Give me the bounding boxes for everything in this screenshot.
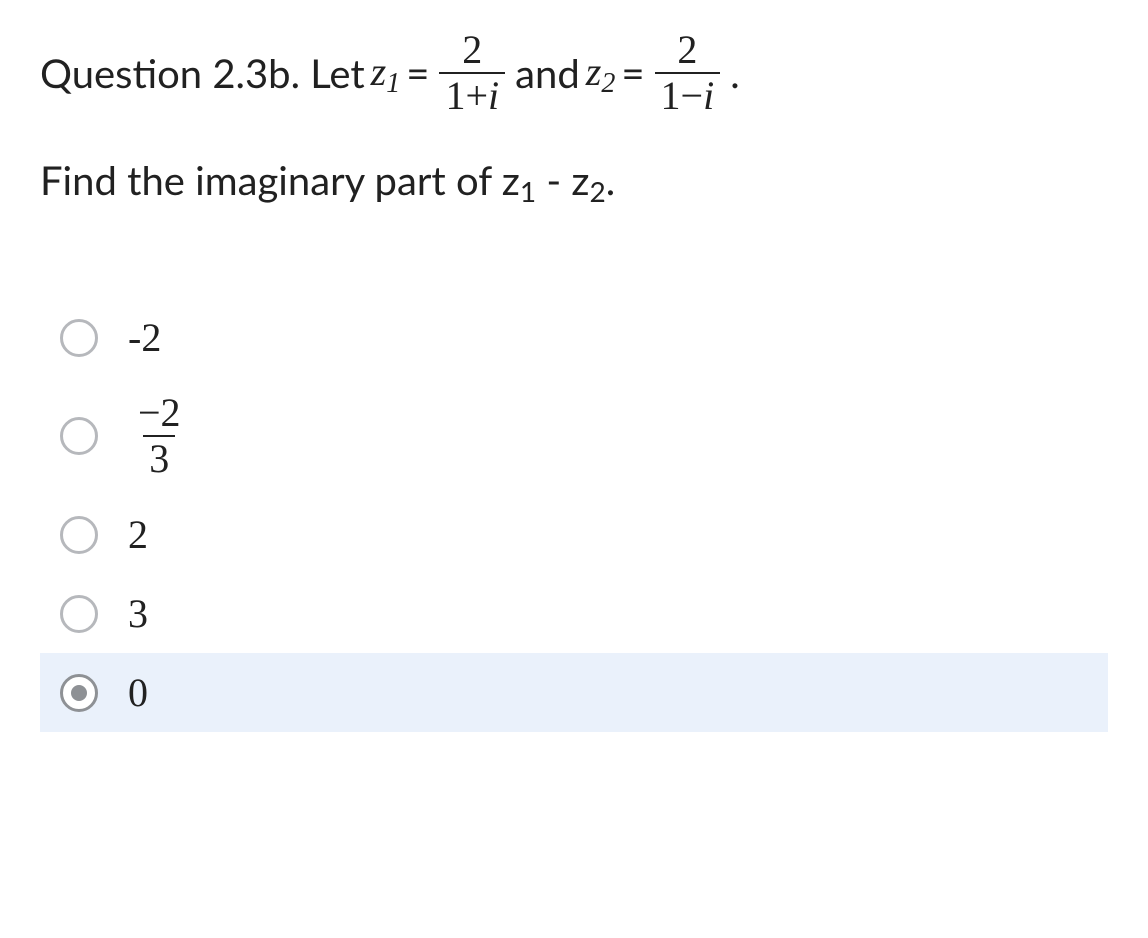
answer-option-2[interactable]: 2 [40,495,1108,574]
equals-1: = [406,41,429,105]
fraction-z2: 2 1−i [655,30,721,116]
radio-button[interactable] [60,516,98,554]
frac1-den: 1+i [439,72,505,116]
radio-button[interactable] [60,595,98,633]
question-prefix: Question 2.3b. Let [40,41,365,105]
answer-option-1[interactable]: −23 [40,377,1108,495]
option-label: −23 [128,393,191,479]
frac2-num: 2 [671,30,703,72]
z2-symbol: z2 [586,40,616,107]
option-fraction: −23 [132,393,187,479]
z1-symbol: z1 [371,40,401,107]
option-label: -2 [128,314,161,361]
option-label: 3 [128,590,148,637]
answer-option-3[interactable]: 3 [40,574,1108,653]
radio-button[interactable] [60,674,98,712]
answer-options: -2−23230 [40,298,1108,732]
option-label: 2 [128,511,148,558]
frac1-num: 2 [456,30,488,72]
question-statement: Question 2.3b. Let z1 = 2 1+i and z2 = 2… [40,30,1108,116]
fraction-z1: 2 1+i [439,30,505,116]
question-suffix: . [730,41,739,105]
radio-button[interactable] [60,417,98,455]
equals-2: = [621,41,644,105]
frac-num: −2 [132,393,187,435]
radio-button[interactable] [60,319,98,357]
answer-option-0[interactable]: -2 [40,298,1108,377]
question-prompt: Find the imaginary part of z1 - z2. [40,156,1108,208]
frac-den: 3 [143,435,175,479]
option-label: 0 [128,669,148,716]
radio-dot [71,685,87,701]
between-text: and [515,41,580,105]
answer-option-4[interactable]: 0 [40,653,1108,732]
frac2-den: 1−i [655,72,721,116]
